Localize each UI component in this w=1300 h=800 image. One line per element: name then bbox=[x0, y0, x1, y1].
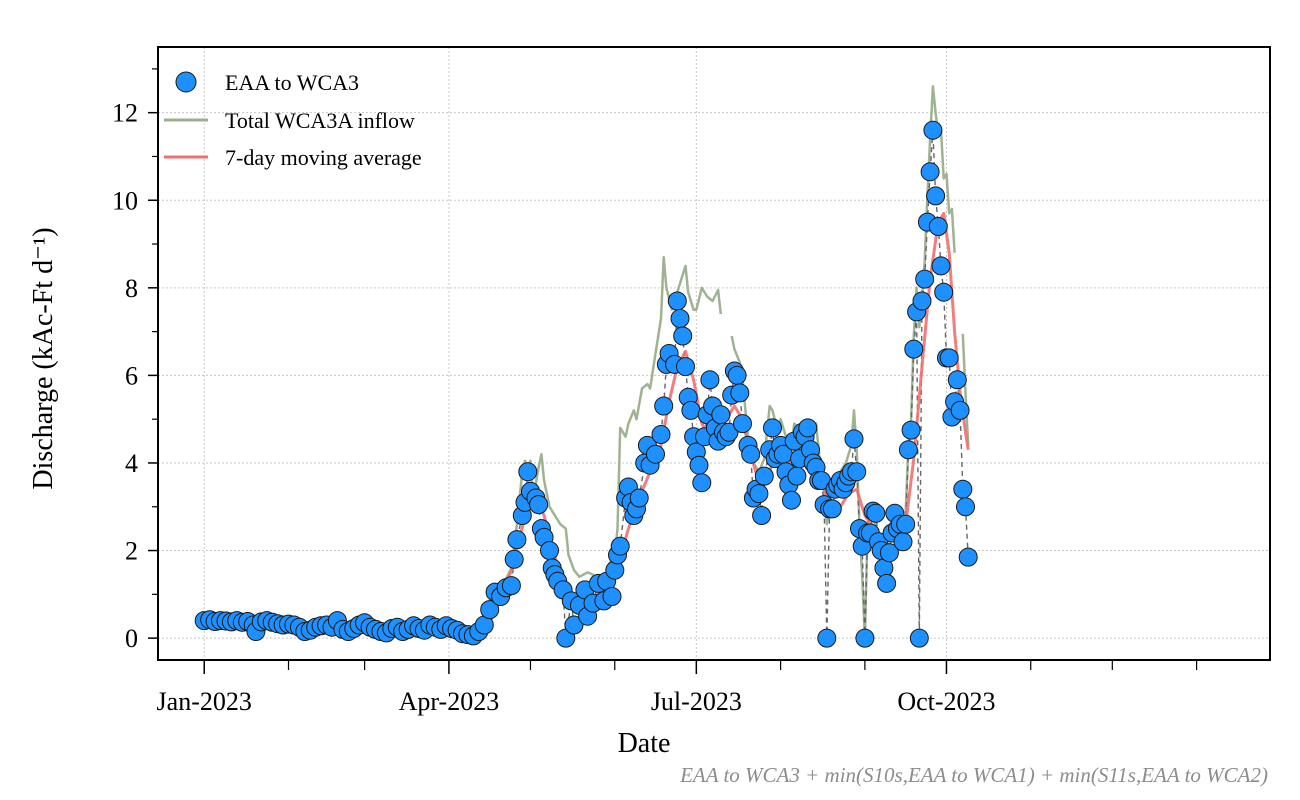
data-point bbox=[754, 466, 774, 486]
legend-label-moving-average: 7-day moving average bbox=[225, 145, 422, 170]
data-point bbox=[901, 420, 921, 440]
data-point bbox=[817, 628, 837, 648]
y-axis-title: Discharge (kAc-Ft d⁻¹) bbox=[28, 227, 59, 489]
legend-point-marker bbox=[175, 71, 197, 93]
grid bbox=[158, 47, 1270, 660]
data-point bbox=[787, 466, 807, 486]
data-point bbox=[602, 587, 622, 606]
x-tick-label: Apr-2023 bbox=[399, 687, 500, 716]
data-point bbox=[651, 425, 671, 444]
data-point bbox=[676, 357, 695, 377]
data-point bbox=[920, 162, 940, 182]
data-point bbox=[529, 495, 549, 515]
legend-label-total-inflow: Total WCA3A inflow bbox=[225, 108, 415, 133]
data-point bbox=[893, 532, 913, 552]
x-axis-title: Date bbox=[618, 728, 671, 759]
data-point bbox=[879, 543, 899, 563]
data-point bbox=[923, 120, 943, 140]
data-point bbox=[711, 405, 731, 425]
data-point bbox=[692, 473, 712, 493]
y-tick-label: 4 bbox=[125, 449, 138, 478]
legend: EAA to WCA3 Total WCA3A inflow 7-day mov… bbox=[164, 70, 422, 170]
data-point bbox=[898, 440, 918, 460]
data-point bbox=[507, 530, 527, 550]
data-point bbox=[518, 462, 538, 482]
data-point bbox=[928, 217, 948, 236]
data-point bbox=[540, 541, 559, 560]
points-connector bbox=[204, 130, 969, 639]
footnote: EAA to WCA3 + min(S10s,EAA to WCA1) + mi… bbox=[679, 763, 1268, 787]
data-point bbox=[629, 488, 649, 508]
data-point bbox=[673, 326, 693, 346]
x-tick-label: Jan-2023 bbox=[157, 687, 252, 716]
data-point bbox=[730, 383, 750, 403]
data-point bbox=[752, 506, 772, 525]
data-point bbox=[727, 365, 747, 385]
data-point bbox=[480, 600, 500, 620]
data-point bbox=[934, 282, 954, 302]
data-point bbox=[822, 499, 842, 519]
data-point bbox=[610, 536, 630, 556]
data-point bbox=[844, 429, 864, 449]
data-point bbox=[877, 573, 897, 593]
data-point bbox=[904, 339, 924, 359]
data-point bbox=[958, 547, 978, 567]
total-inflow-line-segment bbox=[961, 333, 970, 446]
data-point bbox=[931, 256, 951, 276]
x-tick-label: Oct-2023 bbox=[897, 687, 995, 716]
y-tick-label: 2 bbox=[125, 537, 138, 566]
y-tick-label: 6 bbox=[125, 361, 138, 390]
data-point bbox=[654, 396, 674, 416]
data-point bbox=[866, 503, 886, 523]
data-point bbox=[909, 628, 929, 648]
y-tick-label: 8 bbox=[125, 274, 138, 303]
data-point bbox=[564, 615, 584, 635]
axes: 0 2 4 6 8 10 12 Jan-2023 Apr-2023 Jul-2023 Oct-202… bbox=[112, 68, 1198, 716]
eaa-to-wca3-series bbox=[194, 120, 978, 648]
data-point bbox=[915, 269, 935, 289]
data-point bbox=[763, 418, 782, 438]
data-point bbox=[689, 455, 709, 475]
data-point bbox=[646, 444, 665, 464]
data-point bbox=[926, 186, 946, 206]
data-point bbox=[847, 462, 867, 482]
x-tick-label: Jul-2023 bbox=[651, 687, 742, 716]
data-point bbox=[953, 479, 973, 499]
y-tick-label: 10 bbox=[112, 186, 138, 215]
data-point bbox=[782, 490, 801, 510]
data-point bbox=[950, 400, 970, 420]
data-point bbox=[681, 400, 701, 420]
y-tick-label: 12 bbox=[112, 99, 138, 128]
data-point bbox=[504, 549, 524, 569]
plot-frame bbox=[157, 46, 1271, 661]
data-point bbox=[670, 309, 690, 328]
data-point bbox=[855, 628, 875, 648]
legend-label-eaa-to-wca3: EAA to WCA3 bbox=[225, 70, 359, 95]
data-point bbox=[947, 370, 967, 390]
data-point bbox=[700, 370, 720, 390]
data-point bbox=[956, 497, 975, 517]
data-point bbox=[501, 576, 521, 596]
data-point bbox=[749, 484, 769, 504]
data-point bbox=[667, 291, 687, 311]
data-point bbox=[719, 422, 739, 442]
points-connector-line bbox=[204, 130, 969, 639]
data-point bbox=[741, 444, 761, 464]
data-point bbox=[733, 414, 752, 434]
y-tick-label: 0 bbox=[125, 624, 138, 653]
data-point bbox=[798, 418, 818, 438]
data-point bbox=[939, 348, 959, 368]
data-point bbox=[896, 514, 916, 534]
data-point bbox=[912, 291, 932, 311]
